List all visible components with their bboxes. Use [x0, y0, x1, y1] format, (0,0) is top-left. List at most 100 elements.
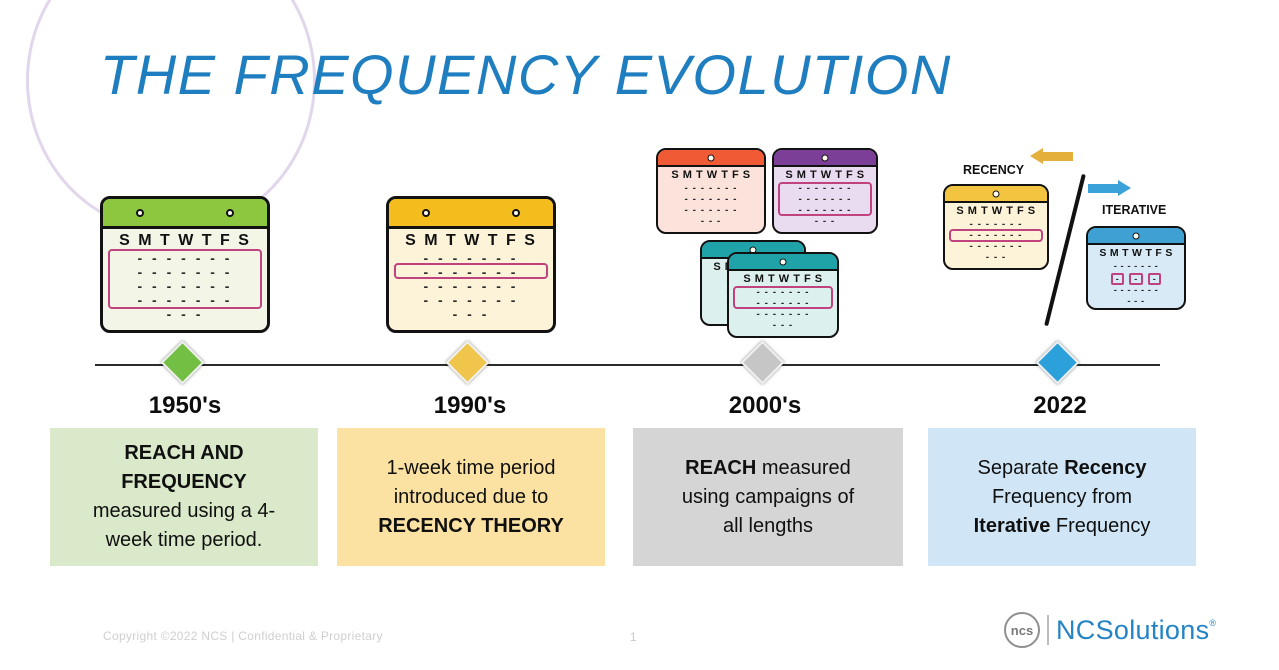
timeline-diamond-2022	[1035, 340, 1080, 385]
calendar-header	[945, 186, 1047, 203]
highlight-box	[733, 286, 833, 309]
calendar-dash-row: - - - - - - -	[756, 287, 810, 298]
calendar-1950s: S M T W T F S - - - - - - - - - - - - - …	[100, 196, 270, 333]
calendar-day-header: S M T W T F S	[671, 169, 751, 181]
timeline-diamond-1990s	[445, 340, 490, 385]
ncs-logo-mark-icon: ncs	[1004, 612, 1040, 648]
calendar-dash-row: - - - - - - -	[137, 292, 233, 308]
calendar-dash-row-highlighted: - - -	[1088, 272, 1184, 285]
calendar-dash-row: - - - - - - -	[684, 183, 738, 194]
calendar-dash-row: - - - - - - -	[798, 183, 852, 194]
calendar-dash-row: - - - - - - -	[756, 298, 810, 309]
era-box-line: all lengths	[722, 514, 814, 537]
binder-ring-icon	[1132, 232, 1140, 239]
era-box-line: FREQUENCY	[121, 471, 247, 493]
era-box-line: RECENCY THEORY	[378, 514, 564, 537]
calendar-header	[729, 254, 837, 271]
highlight-box-recency	[949, 229, 1043, 242]
calendar-grid: - - - - - - - - - - - - - - - - - - - - …	[103, 249, 267, 322]
calendar-dash-row: - - - - - - -	[798, 194, 852, 205]
highlight-cell: -	[1147, 272, 1162, 285]
binder-ring-icon	[992, 190, 1000, 197]
binder-ring-icon	[226, 208, 235, 217]
calendar-grid: - - - - - - - - - - - - - - - - - - - - …	[389, 251, 553, 321]
registered-mark: ®	[1209, 618, 1217, 628]
calendar-dash-row: - - - - - - -	[137, 264, 233, 280]
page-number: 1	[630, 632, 637, 644]
calendar-1990s: S M T W T F S - - - - - - - - - - - - - …	[386, 196, 556, 333]
calendar-day-header: S M T W T F S	[743, 273, 823, 285]
calendar-dash-row: - - - - - - -	[137, 278, 233, 294]
calendar-dash-row: - - - - - - -	[137, 250, 233, 266]
calendar-dash-row: - - -	[166, 306, 204, 322]
calendar-2000s-teal-front: S M T W T F S - - - - - - - - - - - - - …	[727, 252, 839, 338]
binder-ring-icon	[707, 154, 715, 161]
calendar-dash-row: - - -	[1127, 296, 1145, 307]
binder-ring-icon	[421, 208, 430, 217]
era-box-line: REACH measured	[682, 454, 854, 483]
calendar-2000s-purple: S M T W T F S - - - - - - - - - - - - - …	[772, 148, 878, 234]
calendar-grid: - - - - - - - - - - - - - - - - - - - - …	[658, 183, 764, 227]
era-box-line-text: Separate	[977, 456, 1065, 479]
recency-label: RECENCY	[963, 163, 1025, 177]
divider-slash	[1044, 173, 1086, 327]
calendar-header	[389, 199, 553, 229]
calendar-dash-row: - - - - - - -	[684, 194, 738, 205]
era-box-line-bold: Iterative	[973, 514, 1051, 537]
era-box-line: using campaigns of	[681, 485, 855, 508]
calendar-day-header: S M T W T F S	[956, 205, 1036, 217]
arrow-body	[1088, 183, 1118, 193]
binder-ring-icon	[512, 208, 521, 217]
calendar-dash-row: - - -	[985, 252, 1007, 263]
highlight-box	[778, 182, 872, 216]
year-label-1990s: 1990's	[433, 392, 507, 419]
year-label-2022: 2022	[1033, 392, 1087, 419]
era-box-line: week time period.	[105, 529, 263, 551]
binder-ring-icon	[821, 154, 829, 161]
era-box-line-rest: measured	[756, 456, 851, 479]
era-box-2022: Separate Recency Frequency from Iterativ…	[928, 428, 1196, 566]
calendar-header	[1088, 228, 1184, 245]
arrow-head	[1030, 148, 1043, 164]
era-box-line: measured using a 4-	[92, 500, 276, 522]
logo-text: NCSolutions	[1056, 614, 1210, 645]
highlight-box-1week	[394, 263, 548, 279]
year-label-2000s: 2000's	[728, 392, 802, 419]
calendar-day-header: S M T W T F S	[1099, 247, 1173, 259]
footer-copyright: Copyright ©2022 NCS | Confidential & Pro…	[103, 629, 383, 643]
calendar-day-header: S M T W T F S	[119, 232, 251, 249]
arrow-left-icon	[1030, 148, 1073, 164]
slide-title: THE FREQUENCY EVOLUTION	[100, 43, 952, 106]
era-box-line: Separate Recency	[974, 454, 1151, 483]
calendar-grid: - - - - - - - - - - - - - - - - - - - - …	[945, 219, 1047, 263]
binder-ring-icon	[779, 258, 787, 265]
era-box-text: REACH measured using campaigns of all le…	[682, 454, 854, 541]
era-box-1990s: 1-week time period introduced due to REC…	[337, 428, 605, 566]
era-box-text: 1-week time period introduced due to REC…	[378, 454, 564, 541]
calendar-dash-row: - - - - - - -	[423, 250, 519, 266]
calendar-grid: - - - - - - - - - - - - - - - - - - - -	[1088, 261, 1184, 307]
highlight-cell: -	[1110, 272, 1125, 285]
ncsolutions-logo: ncs NCSolutions ®	[1004, 612, 1216, 648]
logo-divider	[1047, 615, 1049, 645]
calendar-dash-row: - - -	[814, 216, 836, 227]
arrow-head	[1118, 180, 1131, 196]
calendar-dash-row: - - -	[700, 216, 722, 227]
calendar-dash-row: - - - - - - -	[423, 292, 519, 308]
era-box-line: introduced due to	[393, 485, 549, 508]
calendar-day-header: S M T W T F S	[405, 232, 537, 249]
era-box-line-bold: Recency	[1064, 456, 1147, 479]
calendar-2022-recency: S M T W T F S - - - - - - - - - - - - - …	[943, 184, 1049, 270]
year-label-1950s: 1950's	[148, 392, 222, 419]
calendar-grid: - - - - - - - - - - - - - - - - - - - - …	[774, 182, 876, 227]
arrow-body	[1043, 151, 1073, 161]
era-box-text: Separate Recency Frequency from Iterativ…	[974, 454, 1151, 541]
calendar-dash-row: - - -	[452, 306, 490, 322]
calendar-header	[658, 150, 764, 167]
calendar-grid: - - - - - - - - - - - - - - - - - - - - …	[729, 286, 837, 331]
calendar-header	[103, 199, 267, 229]
era-box-line-text: Frequency	[1050, 514, 1151, 537]
era-box-line: 1-week time period	[386, 456, 556, 479]
calendar-dash-row: - - - - - - -	[969, 241, 1023, 252]
